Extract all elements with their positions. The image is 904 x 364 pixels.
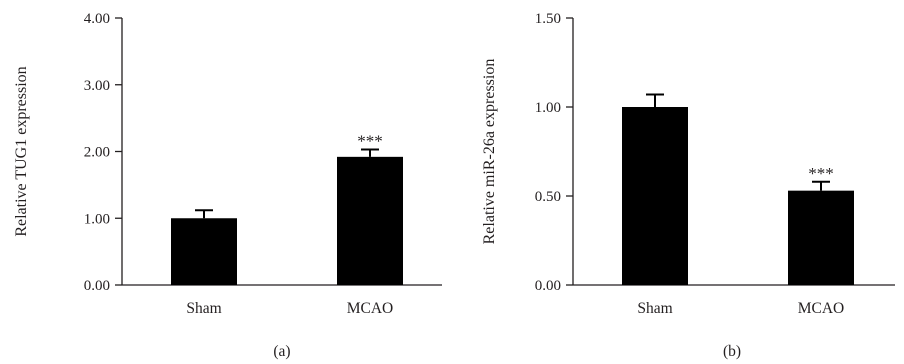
y-tick-label: 3.00	[84, 78, 110, 94]
y-tick-label: 1.50	[535, 11, 561, 27]
y-tick-label: 4.00	[84, 11, 110, 27]
panel-b-chart: 0.00 0.50 1.00 1.50 Sham MCAO *** Relative miR-…	[481, 11, 895, 360]
category-label: MCAO	[798, 300, 845, 317]
y-tick-label: 0.00	[535, 278, 561, 294]
y-axis-title: Relative TUG1 expression	[13, 66, 30, 236]
y-tick-label: 1.00	[535, 100, 561, 116]
significance-label: ***	[808, 164, 834, 183]
y-tick-label: 0.00	[84, 278, 110, 294]
y-axis-title: Relative miR-26a expression	[481, 59, 498, 245]
panel-label: (a)	[273, 343, 290, 360]
category-label: Sham	[186, 300, 221, 317]
category-label: MCAO	[347, 300, 394, 317]
significance-label: ***	[357, 131, 383, 150]
category-label: Sham	[637, 300, 672, 317]
bar	[788, 190, 854, 285]
bar	[337, 156, 403, 285]
bar	[171, 218, 237, 285]
y-tick-label: 2.00	[84, 145, 110, 161]
panel-a-chart: 0.00 1.00 2.00 3.00 4.00 Sham MCAO *** Relative …	[13, 11, 442, 360]
bar	[622, 107, 688, 285]
panel-label: (b)	[723, 343, 741, 360]
y-tick-label: 0.50	[535, 189, 561, 205]
y-tick-label: 1.00	[84, 211, 110, 227]
